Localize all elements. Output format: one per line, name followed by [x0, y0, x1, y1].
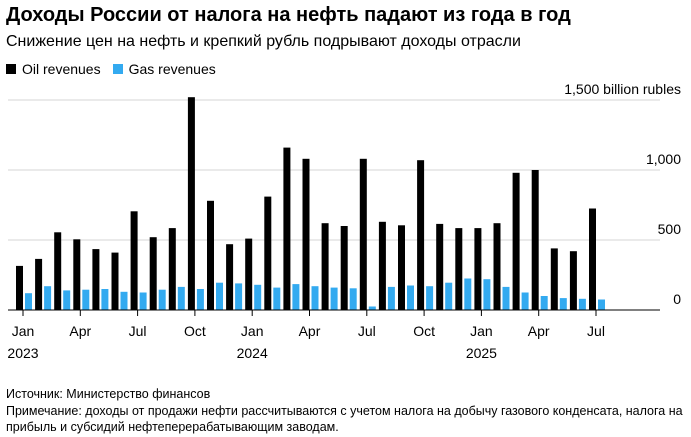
oil-bar — [111, 252, 119, 310]
oil-bar — [569, 251, 577, 310]
oil-bar — [340, 226, 348, 310]
gas-bar — [235, 283, 243, 310]
legend-label-oil: Oil revenues — [22, 61, 101, 77]
gas-bar — [349, 288, 357, 310]
gas-bar — [177, 286, 185, 310]
oil-bar — [359, 158, 367, 310]
oil-bar — [493, 223, 501, 310]
gas-bar — [311, 286, 319, 310]
oil-bar — [264, 196, 272, 310]
x-tick-label: Jan — [470, 323, 493, 339]
legend: Oil revenues Gas revenues — [6, 61, 228, 77]
gas-bar — [292, 284, 300, 310]
gas-bar — [273, 287, 281, 310]
oil-bar — [512, 172, 520, 310]
oil-bar — [436, 223, 444, 310]
gas-bar — [502, 286, 510, 310]
oil-bar — [455, 228, 463, 310]
gas-bar — [158, 289, 166, 310]
gas-swatch — [112, 64, 123, 74]
gas-bar — [63, 290, 71, 310]
gas-bar — [540, 296, 548, 310]
x-tick-label: Apr — [528, 323, 550, 339]
gas-bar — [82, 289, 90, 310]
source-note: Источник: Министерство финансов — [6, 387, 211, 401]
gas-bar — [196, 289, 204, 310]
gas-bar — [25, 293, 32, 310]
x-year-label: 2023 — [7, 345, 38, 361]
gridlines — [8, 99, 660, 241]
oil-bar — [168, 228, 176, 310]
x-tick-label: Apr — [69, 323, 91, 339]
gas-bar — [368, 306, 376, 310]
oil-bar — [398, 225, 405, 310]
x-tick-label: Apr — [299, 323, 321, 339]
oil-swatch — [6, 64, 16, 74]
oil-bar — [302, 158, 310, 310]
oil-bar — [73, 239, 81, 310]
oil-bar — [54, 232, 62, 310]
oil-bar — [589, 208, 596, 310]
x-tick-label: Jan — [12, 323, 35, 339]
oil-bar — [245, 238, 253, 310]
gas-bar — [387, 286, 395, 310]
gas-bar — [483, 279, 491, 310]
gas-bar — [559, 298, 567, 310]
x-tick-label: Jul — [358, 323, 376, 339]
gas-bar — [330, 287, 338, 310]
oil-bar — [550, 248, 558, 310]
gas-bar — [216, 282, 223, 310]
gas-bar — [426, 286, 434, 310]
bars — [16, 97, 605, 310]
gas-bar — [120, 291, 128, 310]
oil-bar — [417, 160, 425, 310]
x-tick-label: Oct — [413, 323, 435, 339]
oil-bar — [474, 228, 482, 310]
bar-chart: 0 500 1,000 1,500 billion rubles Jan 2023 Apr J… — [7, 81, 681, 361]
gas-bar — [254, 284, 262, 310]
oil-bar — [130, 211, 138, 310]
legend-item-oil: Oil revenues — [6, 61, 101, 77]
x-tick-label: Jul — [587, 323, 605, 339]
x-tick-label: Jan — [241, 323, 264, 339]
gas-bar — [101, 289, 109, 310]
legend-item-gas: Gas revenues — [112, 61, 216, 77]
oil-bar — [92, 249, 100, 310]
gas-bar — [407, 285, 414, 310]
x-tick-label: Jul — [129, 323, 147, 339]
oil-bar — [531, 170, 539, 310]
x-year-label: 2024 — [237, 345, 268, 361]
gas-bar — [598, 299, 605, 310]
gas-bar — [44, 286, 52, 310]
oil-bar — [321, 223, 329, 310]
oil-bar — [226, 244, 234, 310]
y-tick-label: 1,500 billion rubles — [564, 81, 681, 97]
gas-bar — [445, 282, 453, 310]
oil-bar — [149, 237, 157, 310]
oil-bar — [16, 265, 23, 310]
oil-bar — [187, 97, 195, 310]
chart-subtitle: Снижение цен на нефть и крепкий рубль по… — [6, 33, 521, 50]
oil-bar — [283, 147, 291, 310]
y-tick-label: 0 — [673, 291, 681, 307]
y-tick-label: 1,000 — [646, 151, 681, 167]
x-tick-label: Oct — [184, 323, 206, 339]
gas-bar — [464, 278, 472, 310]
footnote: Примечание: доходы от продажи нефти расс… — [6, 404, 683, 434]
gas-bar — [578, 298, 586, 310]
gas-bar — [139, 292, 147, 310]
oil-bar — [207, 200, 214, 310]
x-year-label: 2025 — [466, 345, 497, 361]
gas-bar — [521, 292, 529, 310]
legend-label-gas: Gas revenues — [128, 61, 216, 77]
axes: 0 500 1,000 1,500 billion rubles Jan 2023 Apr J… — [7, 81, 681, 361]
oil-bar — [35, 258, 43, 310]
chart-title: Доходы России от налога на нефть падают … — [6, 4, 571, 26]
oil-bar — [378, 221, 386, 310]
y-tick-label: 500 — [658, 221, 682, 237]
